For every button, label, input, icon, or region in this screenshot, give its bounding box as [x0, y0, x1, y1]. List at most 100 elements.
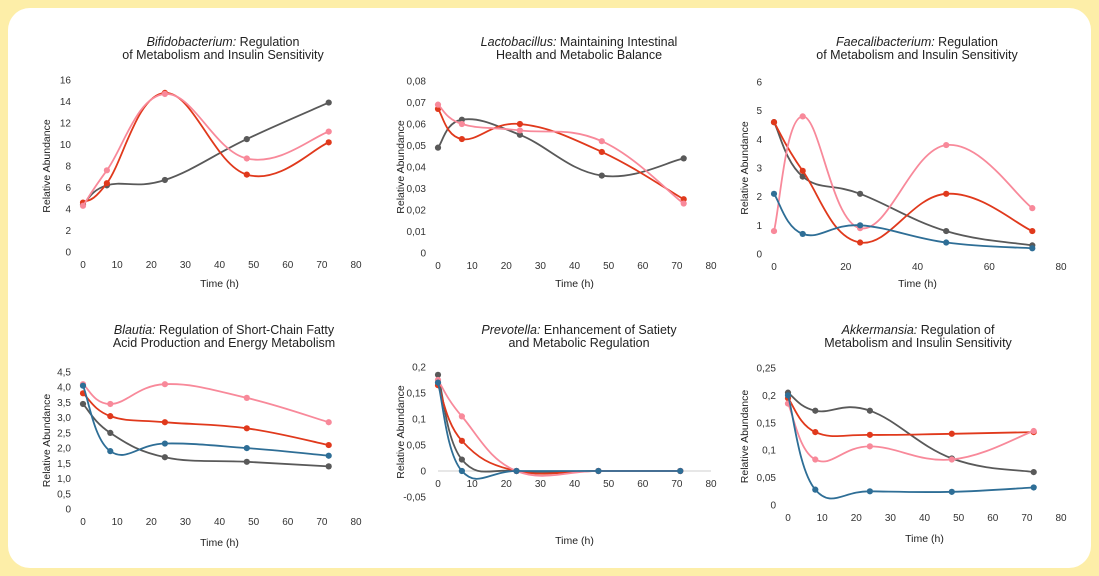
y-tick-label: 8	[65, 162, 71, 173]
data-point-pink	[434, 101, 442, 108]
data-point-blue	[948, 488, 955, 495]
data-point-gray	[161, 176, 168, 184]
y-tick-label: 6	[756, 78, 762, 89]
data-point-gray	[79, 400, 87, 408]
data-point-blue	[79, 382, 87, 389]
data-point-blue	[857, 222, 864, 229]
data-point-red	[680, 196, 687, 203]
y-tick-label: 3,5	[57, 398, 71, 409]
data-point-red	[107, 413, 114, 420]
y-tick-label: 2	[756, 192, 762, 203]
x-tick-label: 60	[282, 260, 294, 271]
chart-title-rest: Regulation of	[917, 323, 995, 337]
data-point-red	[866, 431, 874, 438]
data-point-pink	[161, 381, 168, 388]
data-point-pink	[458, 120, 465, 128]
data-point-red	[1029, 227, 1036, 235]
y-tick-label: 0,01	[407, 227, 427, 238]
x-tick-label: 10	[817, 513, 829, 524]
y-tick-label: 12	[60, 119, 72, 130]
chart-title-line2: Metabolism and Insulin Sensitivity	[824, 336, 1012, 350]
series-line-blue	[437, 382, 681, 480]
data-point-blue	[812, 486, 819, 493]
x-tick-label: 20	[501, 261, 513, 272]
chart-title: Lactobacillus: Maintaining Intestinal	[481, 35, 678, 49]
y-tick-label: 3,0	[57, 413, 71, 424]
data-point-gray	[598, 172, 605, 179]
y-tick-label: 0,5	[57, 489, 71, 500]
y-axis-label: Relative Abundance	[739, 390, 751, 484]
series-line-gray	[773, 121, 1033, 247]
x-tick-label: 70	[316, 260, 328, 271]
x-tick-label: 70	[316, 517, 328, 528]
y-tick-label: 0,08	[407, 77, 427, 88]
data-point-blue	[799, 230, 806, 238]
x-tick-label: 40	[214, 517, 226, 528]
y-tick-label: 4,0	[57, 383, 71, 394]
x-tick-label: 0	[435, 261, 441, 272]
chart-title: Prevotella: Enhancement of Satiety	[481, 323, 677, 337]
data-point-pink	[799, 113, 806, 120]
chart-title: Faecalibacterium: Regulation	[836, 35, 998, 49]
y-tick-label: 6	[65, 183, 71, 194]
data-point-gray	[107, 429, 114, 436]
data-point-gray	[866, 407, 874, 414]
x-tick-label: 70	[1021, 513, 1033, 524]
x-tick-label: 40	[214, 260, 226, 271]
data-point-gray	[434, 371, 442, 378]
x-tick-label: 0	[771, 262, 777, 273]
data-point-gray	[434, 144, 442, 151]
x-tick-label: 80	[705, 261, 717, 272]
data-point-blue	[677, 467, 684, 475]
x-tick-label: 20	[146, 517, 158, 528]
x-tick-label: 80	[350, 260, 362, 271]
data-point-gray	[325, 463, 332, 470]
data-point-pink	[943, 141, 950, 149]
series-line-pink	[437, 103, 685, 205]
y-tick-label: 3	[756, 164, 762, 175]
y-tick-label: 1,5	[57, 459, 71, 470]
y-tick-label: 0	[65, 248, 71, 259]
y-tick-label: 0,25	[757, 364, 777, 375]
y-tick-label: 0	[770, 501, 776, 512]
y-tick-label: 5	[756, 106, 762, 117]
data-point-red	[458, 437, 465, 444]
data-point-gray	[857, 190, 864, 197]
y-axis-label: Relative Abundance	[395, 385, 407, 479]
x-tick-label: 20	[146, 260, 158, 271]
y-tick-label: 4	[65, 205, 71, 216]
y-tick-label: 16	[60, 76, 72, 87]
y-tick-label: 0,1	[412, 415, 426, 426]
y-tick-label: 2	[65, 226, 71, 237]
x-axis-label: Time (h)	[200, 537, 239, 549]
data-point-gray	[1030, 469, 1037, 476]
chart-title-line2: of Metabolism and Insulin Sensitivity	[122, 48, 324, 62]
chart-title-genus: Lactobacillus:	[481, 35, 557, 49]
y-tick-label: 4	[756, 135, 762, 146]
y-tick-label: 0,02	[407, 206, 427, 217]
y-tick-label: 1,0	[57, 474, 71, 485]
data-point-blue	[325, 452, 332, 459]
chart-title-rest: Regulation of Short-Chain Fatty	[156, 323, 335, 337]
chart-title-line2: Health and Metabolic Balance	[496, 48, 662, 62]
chart-title-genus: Akkermansia:	[841, 323, 918, 337]
x-tick-label: 80	[1055, 513, 1067, 524]
data-point-red	[943, 190, 950, 197]
data-point-red	[325, 139, 332, 146]
data-point-pink	[79, 202, 87, 209]
series-line-blue	[82, 385, 329, 457]
x-axis-label: Time (h)	[898, 278, 937, 290]
series-line-red	[787, 397, 1034, 438]
data-point-pink	[325, 419, 332, 426]
y-axis-label: Relative Abundance	[739, 121, 751, 215]
x-tick-label: 50	[248, 517, 260, 528]
y-tick-label: 0	[65, 505, 71, 516]
chart-2: Lactobacillus: Maintaining IntestinalHea…	[395, 35, 717, 290]
y-tick-label: 0,06	[407, 120, 427, 131]
data-point-red	[857, 239, 864, 246]
x-tick-label: 50	[953, 513, 965, 524]
data-point-red	[516, 120, 524, 128]
series-line-gray	[437, 374, 681, 473]
